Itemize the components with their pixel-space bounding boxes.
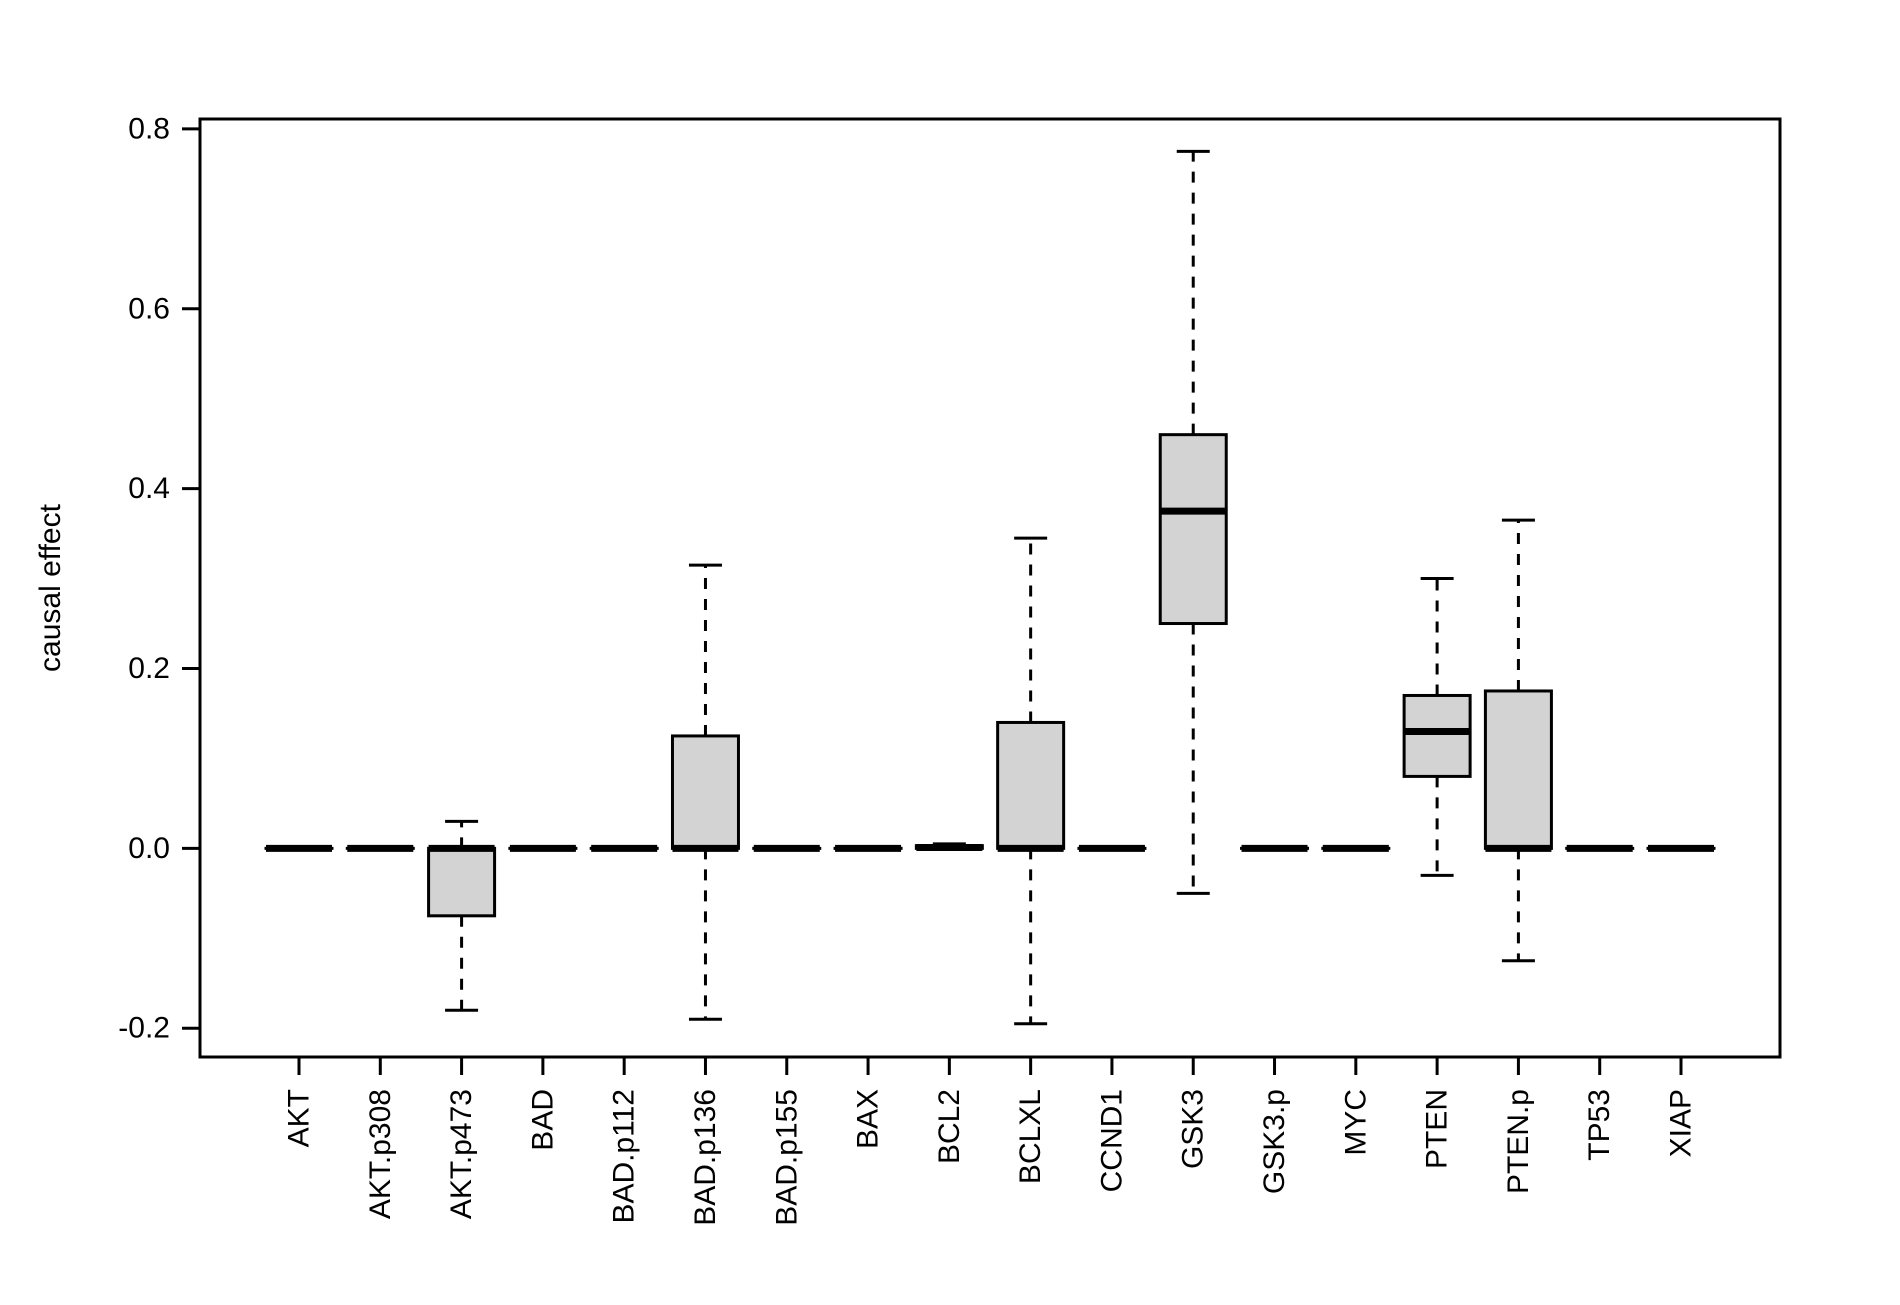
- iqr-box: [1404, 695, 1470, 776]
- x-tick-label: CCND1: [1095, 1089, 1128, 1192]
- x-tick-label: BAX: [852, 1089, 885, 1149]
- iqr-box: [1160, 435, 1226, 624]
- x-tick-label: PTEN: [1421, 1089, 1454, 1169]
- x-tick-label: GSK3: [1177, 1089, 1210, 1169]
- x-tick-label: BCL2: [933, 1089, 966, 1164]
- iqr-box: [1485, 691, 1551, 848]
- y-tick-label: -0.2: [118, 1012, 170, 1045]
- x-tick-label: BAD.p136: [689, 1089, 722, 1226]
- x-tick-label: GSK3.p: [1258, 1089, 1291, 1194]
- x-tick-label: BAD.p112: [608, 1089, 641, 1224]
- y-tick-label: 0.8: [128, 112, 170, 145]
- iqr-box: [998, 722, 1064, 848]
- iqr-box: [672, 736, 738, 848]
- x-tick-label: AKT.p308: [364, 1089, 397, 1219]
- x-tick-label: TP53: [1583, 1089, 1616, 1161]
- y-axis-title: causal effect: [34, 503, 67, 672]
- plot-area: -0.2 0.0 0.2 0.4 0.6 0.8 AKT AKT.p308 AKT.p473 BA…: [118, 112, 1780, 1225]
- y-tick-label: 0.0: [128, 832, 170, 865]
- x-tick-label: BAD.p155: [770, 1089, 803, 1226]
- y-tick-label: 0.6: [128, 292, 170, 325]
- x-tick-label: MYC: [1339, 1089, 1372, 1156]
- x-tick-label: AKT: [283, 1089, 316, 1147]
- x-tick-label: AKT.p473: [445, 1089, 478, 1219]
- x-tick-label: XIAP: [1665, 1089, 1698, 1157]
- x-tick-label: PTEN.p: [1502, 1089, 1535, 1194]
- x-tick-label: BCLXL: [1014, 1089, 1047, 1184]
- y-tick-label: 0.4: [128, 472, 170, 505]
- y-tick-label: 0.2: [128, 652, 170, 685]
- x-tick-label: BAD: [526, 1089, 559, 1151]
- iqr-box: [429, 848, 495, 915]
